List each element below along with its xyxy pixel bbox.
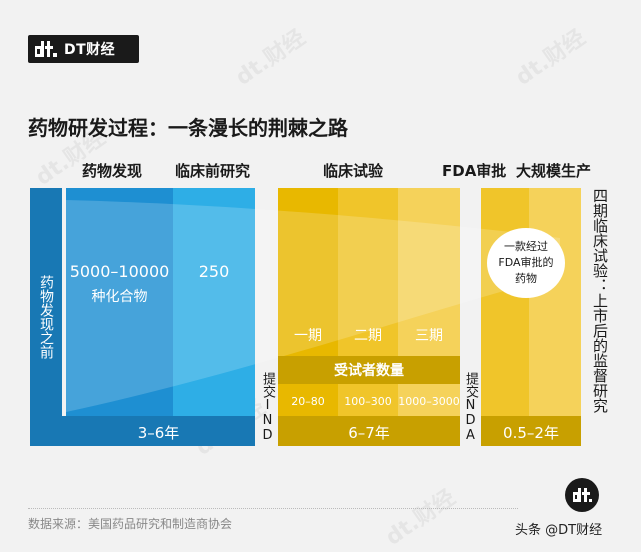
data-source: 数据来源：美国药品研究和制造商协会 — [28, 517, 233, 531]
subjects-band: 受试者数量 — [278, 356, 460, 384]
phase-label: 二期 — [354, 328, 382, 344]
footer-credit: 头条 @DT财经 — [515, 523, 603, 538]
phase1-column — [278, 188, 338, 446]
preclinical-block — [173, 188, 255, 446]
phase-label: 一期 — [294, 328, 322, 344]
discovery-block — [66, 188, 173, 446]
dt-badge-icon — [565, 478, 599, 512]
preclinical-compound-count: 250 — [198, 262, 230, 281]
header-clinical: 临床试验 — [323, 162, 384, 180]
clinical-duration-band — [278, 416, 460, 446]
brand-logo: DT财经 — [28, 35, 139, 63]
subject-count: 1000–3000 — [398, 395, 460, 408]
ind-submission-label: 提交IND — [260, 372, 275, 443]
pre-discovery-label: 药物发现之前 — [38, 275, 54, 359]
discovery-compound-count: 5000–10000 — [69, 262, 170, 281]
subject-count: 20–80 — [291, 395, 325, 408]
header-fda: FDA审批 — [442, 162, 507, 180]
dt-logo-icon — [28, 35, 64, 63]
phase-label: 三期 — [415, 328, 443, 344]
header-preclinical: 临床前研究 — [175, 162, 251, 180]
fda-duration-band — [481, 416, 581, 446]
discovery-duration-band — [62, 416, 255, 446]
subjects-label: 受试者数量 — [334, 363, 404, 379]
nda-submission-label: 提交NDA — [463, 372, 478, 443]
fda-duration: 0.5–2年 — [503, 424, 559, 442]
phase2-column — [338, 188, 398, 446]
discovery-compound-unit: 种化合物 — [91, 289, 148, 305]
approved-drug-circle: 一款经过FDA审批的药物 — [487, 228, 565, 298]
logo-text: DT财经 — [64, 42, 116, 58]
pre-discovery-bar: 药物发现之前 — [30, 188, 62, 446]
footer-divider — [28, 508, 518, 509]
header-discovery: 药物发现 — [82, 162, 143, 180]
header-production: 大规模生产 — [516, 162, 592, 180]
subject-count: 100–300 — [344, 395, 392, 408]
page-title: 药物研发过程：一条漫长的荆棘之路 — [28, 116, 348, 140]
phase4-label: 四期临床试验：上市后的监督研究 — [591, 188, 609, 413]
clinical-duration: 6–7年 — [348, 424, 390, 442]
approved-drug-label: 一款经过FDA审批的药物 — [498, 240, 554, 285]
discovery-duration: 3–6年 — [137, 424, 180, 442]
